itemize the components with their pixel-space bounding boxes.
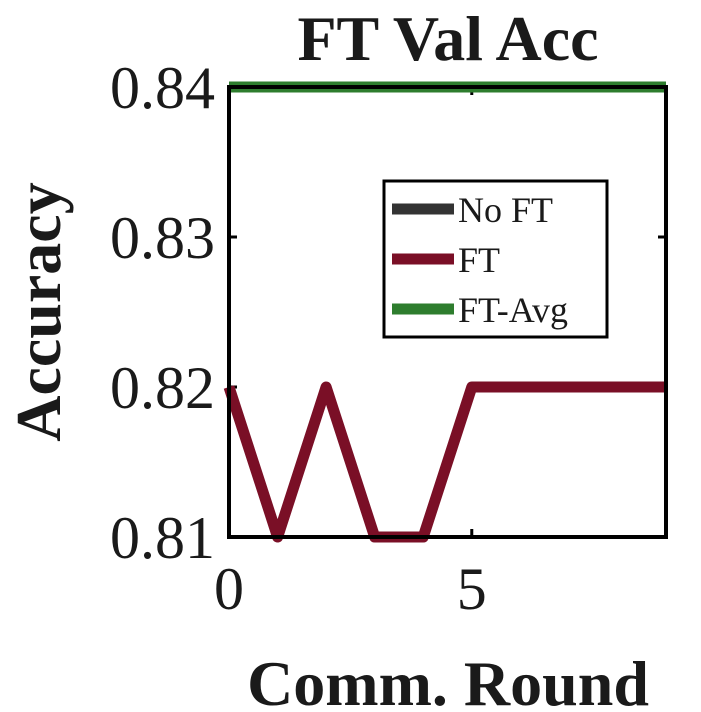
x-tick-label: 5 bbox=[457, 556, 487, 622]
chart-title: FT Val Acc bbox=[297, 3, 598, 74]
legend-label: FT-Avg bbox=[458, 290, 568, 330]
y-tick-label: 0.83 bbox=[110, 205, 215, 271]
x-axis-label: Comm. Round bbox=[247, 648, 649, 712]
series-line-ft bbox=[223, 381, 666, 543]
y-tick-label: 0.84 bbox=[110, 55, 215, 121]
y-tick-label: 0.81 bbox=[110, 505, 215, 571]
legend-label: No FT bbox=[458, 190, 553, 230]
ticks-layer: 0.81 0.82 0.83 0.84 0 5 bbox=[110, 55, 666, 622]
y-tick-label: 0.82 bbox=[110, 355, 215, 421]
y-axis-label: Accuracy bbox=[3, 182, 74, 441]
legend: No FT FT FT-Avg bbox=[382, 179, 609, 339]
x-tick-label: 0 bbox=[214, 556, 244, 622]
legend-label: FT bbox=[458, 240, 500, 280]
plot-frame bbox=[227, 85, 668, 539]
